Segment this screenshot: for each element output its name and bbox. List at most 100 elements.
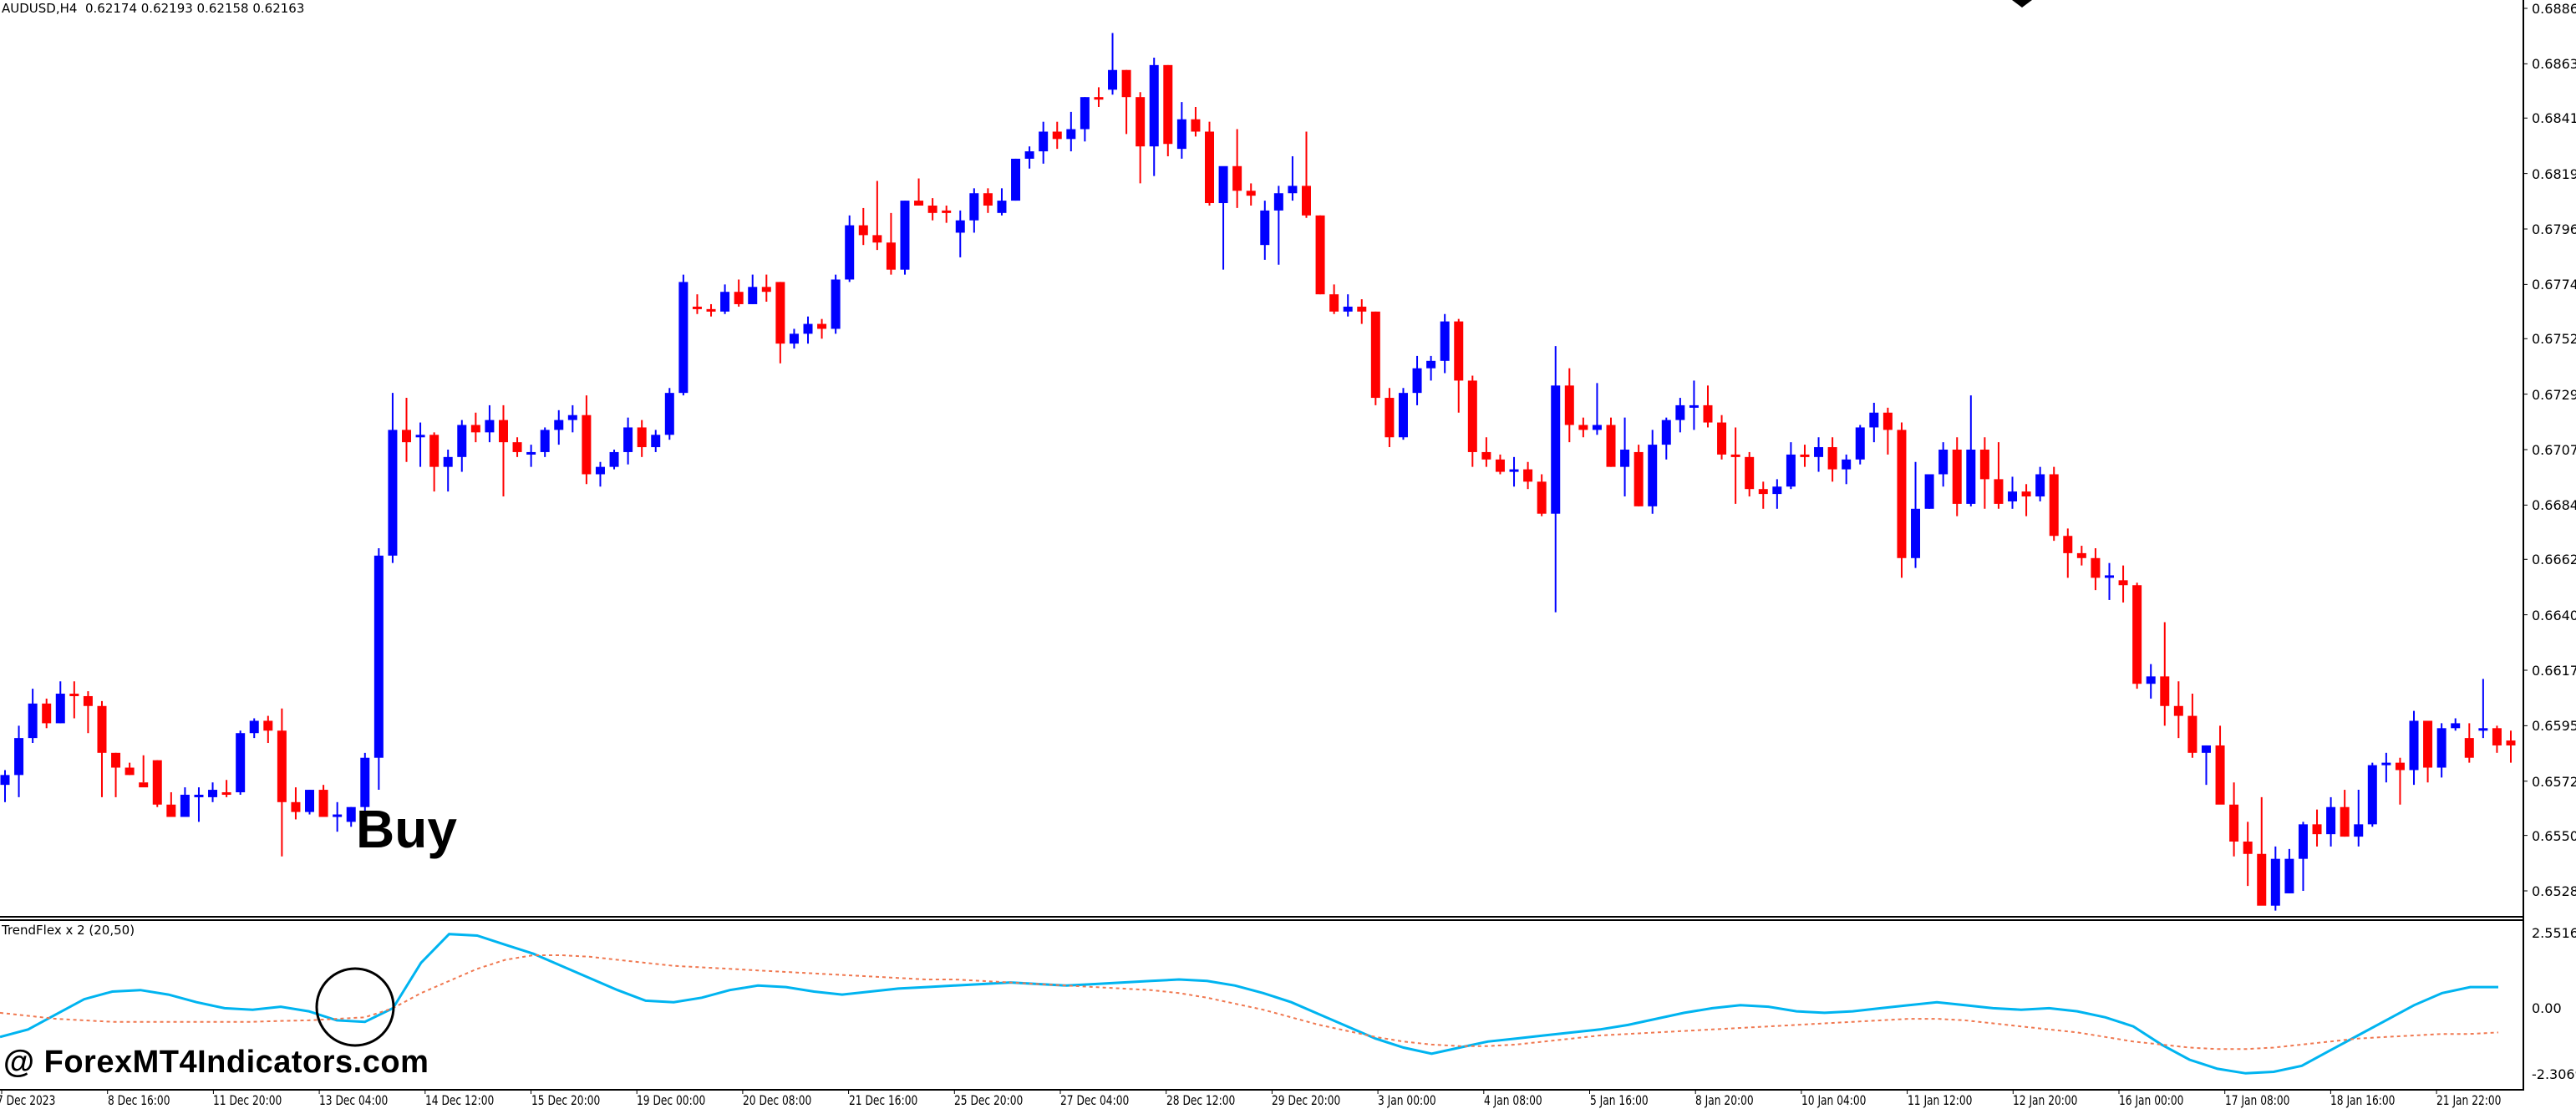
candle-body[interactable] — [623, 427, 633, 452]
candle-body[interactable] — [1551, 385, 1561, 514]
candle-body[interactable] — [28, 703, 38, 739]
candle-body[interactable] — [152, 760, 162, 805]
candle-body[interactable] — [540, 430, 550, 452]
candle-body[interactable] — [249, 720, 259, 734]
candle-body[interactable] — [609, 451, 619, 467]
candle-body[interactable] — [2464, 738, 2474, 758]
candle-body[interactable] — [1842, 459, 1852, 470]
candle-body[interactable] — [2104, 575, 2114, 578]
candle-body[interactable] — [1454, 321, 1464, 381]
candle-body[interactable] — [886, 242, 896, 270]
candle-body[interactable] — [1205, 131, 1215, 204]
candle-body[interactable] — [706, 308, 716, 312]
candle-body[interactable] — [872, 235, 882, 243]
candle-body[interactable] — [1578, 425, 1588, 430]
candle-body[interactable] — [1814, 447, 1824, 457]
candle-body[interactable] — [2118, 580, 2128, 586]
candle-body[interactable] — [1855, 427, 1865, 460]
candle-body[interactable] — [1772, 486, 1782, 495]
candle-body[interactable] — [651, 435, 661, 448]
candle-body[interactable] — [983, 193, 993, 206]
candle-body[interactable] — [1080, 97, 1090, 130]
candle-body[interactable] — [1952, 450, 1962, 504]
candle-body[interactable] — [1537, 481, 1547, 514]
candle-body[interactable] — [1149, 64, 1159, 147]
candle-body[interactable] — [1745, 456, 1755, 490]
candle-body[interactable] — [664, 393, 674, 435]
candle-body[interactable] — [2409, 720, 2419, 771]
candle-body[interactable] — [2035, 474, 2045, 497]
candle-body[interactable] — [1592, 425, 1602, 430]
candle-body[interactable] — [166, 804, 176, 817]
candle-body[interactable] — [1426, 360, 1436, 369]
candle-body[interactable] — [1800, 454, 1810, 457]
candle-body[interactable] — [1191, 119, 1201, 132]
candle-body[interactable] — [997, 201, 1007, 213]
candle-body[interactable] — [111, 752, 121, 768]
candle-body[interactable] — [720, 292, 730, 312]
candle-body[interactable] — [2076, 552, 2086, 558]
candle-body[interactable] — [1357, 306, 1367, 312]
candle-body[interactable] — [775, 282, 785, 344]
candle-body[interactable] — [2298, 824, 2308, 859]
candle-body[interactable] — [1966, 450, 1976, 504]
candle-body[interactable] — [1398, 393, 1408, 438]
candle-body[interactable] — [55, 694, 65, 724]
candle-body[interactable] — [2367, 765, 2377, 825]
candle-body[interactable] — [2506, 740, 2516, 745]
candle-body[interactable] — [402, 430, 412, 443]
candle-body[interactable] — [803, 323, 813, 334]
candle-body[interactable] — [1661, 420, 1671, 445]
candle-body[interactable] — [567, 415, 577, 420]
candle-body[interactable] — [1136, 97, 1146, 147]
candle-body[interactable] — [1606, 425, 1616, 467]
candle-body[interactable] — [1717, 422, 1727, 455]
candle-body[interactable] — [2173, 705, 2183, 716]
candle-body[interactable] — [817, 323, 827, 329]
candle-body[interactable] — [429, 435, 439, 467]
candle-body[interactable] — [1467, 380, 1477, 452]
candle-body[interactable] — [1121, 69, 1131, 98]
candle-body[interactable] — [2451, 723, 2461, 729]
candle-body[interactable] — [1481, 451, 1491, 460]
candle-body[interactable] — [277, 730, 287, 802]
candle-body[interactable] — [748, 287, 758, 304]
candle-body[interactable] — [1066, 129, 1076, 140]
candle-body[interactable] — [2340, 806, 2350, 837]
candle-body[interactable] — [1897, 430, 1907, 558]
candle-body[interactable] — [1703, 404, 1713, 423]
candle-body[interactable] — [845, 225, 855, 280]
candle-body[interactable] — [1938, 450, 1949, 475]
candle-body[interactable] — [1094, 97, 1104, 100]
candle-body[interactable] — [678, 282, 688, 394]
candle-body[interactable] — [415, 435, 425, 438]
candle-body[interactable] — [761, 287, 771, 293]
candle-body[interactable] — [139, 782, 149, 788]
candle-body[interactable] — [1412, 368, 1422, 394]
candle-body[interactable] — [955, 220, 965, 233]
candle-body[interactable] — [2021, 491, 2031, 497]
candle-body[interactable] — [914, 201, 924, 206]
candle-body[interactable] — [2423, 720, 2433, 768]
candle-body[interactable] — [498, 420, 508, 443]
candle-body[interactable] — [457, 425, 467, 457]
candle-body[interactable] — [637, 427, 647, 448]
candle-body[interactable] — [1564, 385, 1574, 425]
candle-body[interactable] — [1273, 193, 1283, 211]
candle-body[interactable] — [305, 790, 315, 812]
candle-body[interactable] — [692, 306, 702, 309]
candle-body[interactable] — [1911, 508, 1921, 558]
candle-body[interactable] — [373, 555, 384, 758]
candle-body[interactable] — [124, 767, 135, 776]
candle-body[interactable] — [900, 201, 910, 270]
candle-body[interactable] — [2091, 557, 2101, 578]
candle-body[interactable] — [194, 794, 204, 797]
candle-body[interactable] — [1633, 451, 1644, 506]
candle-body[interactable] — [470, 425, 480, 433]
candle-body[interactable] — [14, 738, 24, 776]
candle-body[interactable] — [1370, 311, 1380, 399]
candle-body[interactable] — [2146, 676, 2156, 684]
candle-body[interactable] — [180, 794, 190, 817]
candle-body[interactable] — [1218, 165, 1228, 204]
